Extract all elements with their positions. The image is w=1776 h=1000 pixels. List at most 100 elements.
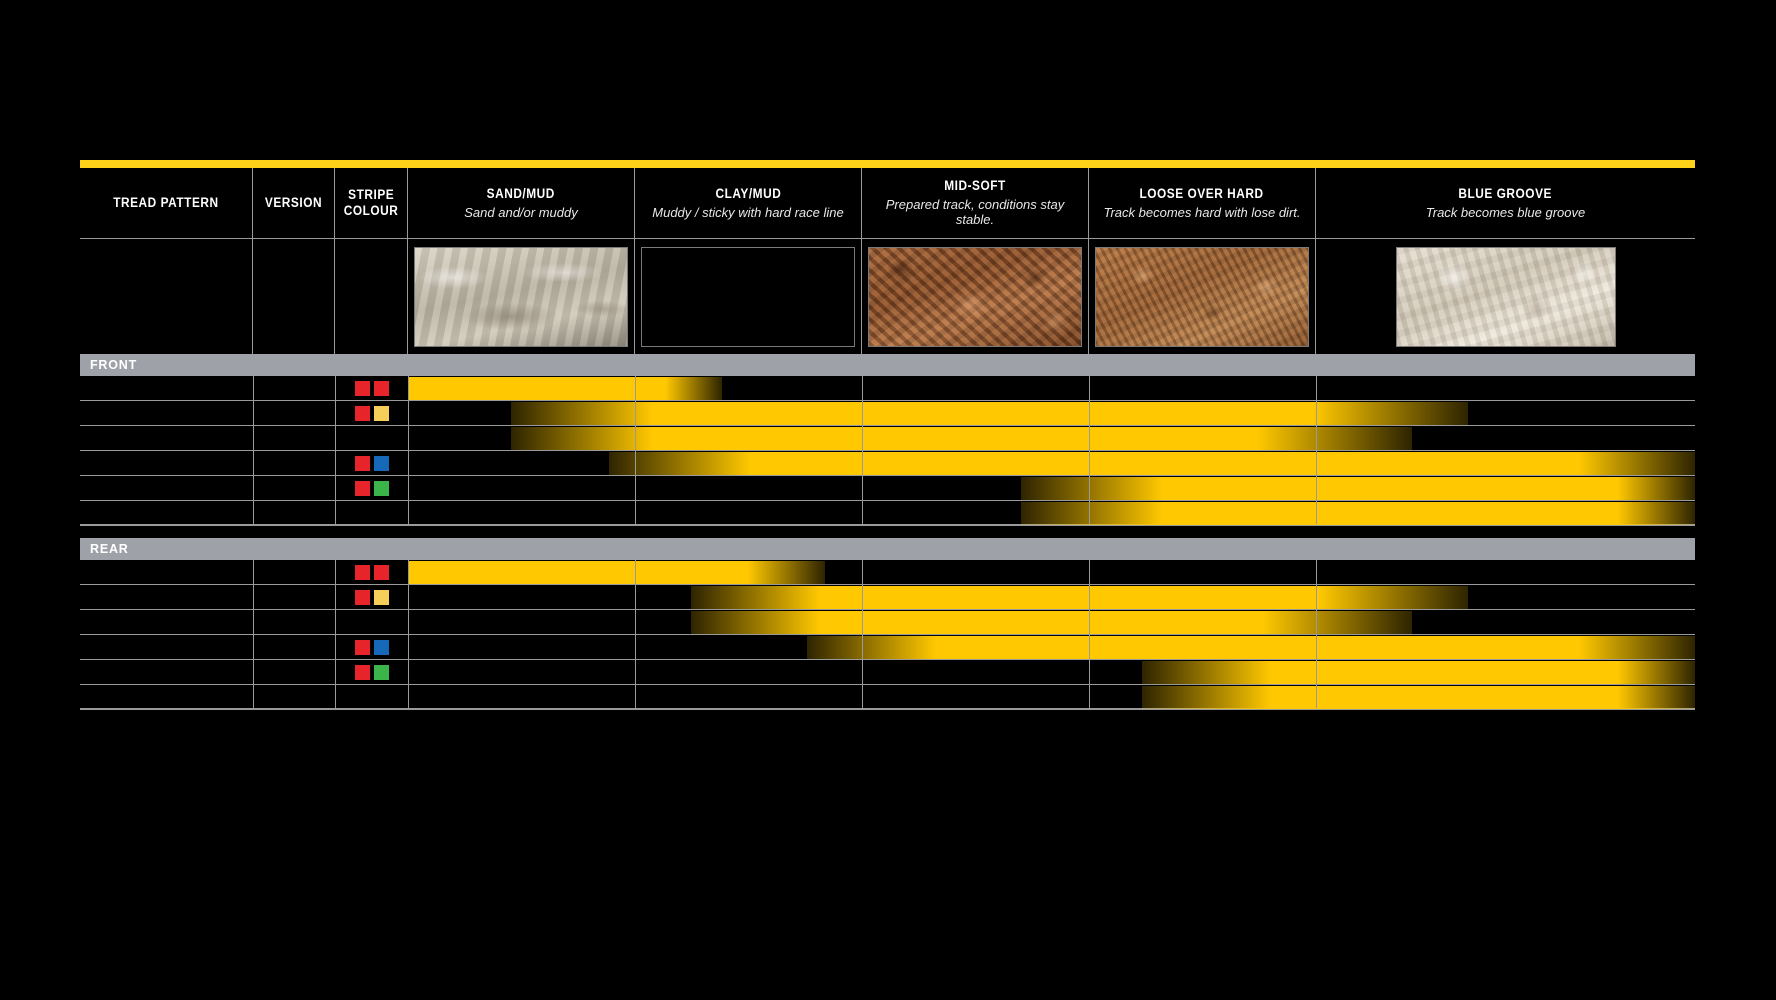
- column-divider: [1316, 560, 1317, 584]
- table-row[interactable]: [80, 401, 1695, 426]
- header-sand-mud-title: SAND/MUD: [486, 186, 556, 202]
- table-row[interactable]: [80, 560, 1695, 585]
- column-divider: [408, 401, 409, 425]
- column-divider: [1089, 685, 1090, 708]
- column-divider: [253, 451, 254, 475]
- column-divider: [862, 401, 863, 425]
- stripe-swatch-red: [373, 565, 389, 580]
- stripe-colour-cell: [335, 376, 408, 401]
- condition-bar: [1141, 686, 1695, 709]
- column-divider: [1089, 560, 1090, 584]
- column-divider: [635, 560, 636, 584]
- column-divider: [1316, 376, 1317, 400]
- column-divider: [408, 451, 409, 475]
- condition-bar: [408, 561, 825, 584]
- terrain-cell-empty-version: [253, 238, 335, 354]
- table-row[interactable]: [80, 451, 1695, 476]
- terrain-cell-empty-stripe: [335, 238, 408, 354]
- header-stripe-colour: STRIPE COLOUR: [335, 168, 408, 238]
- column-divider: [253, 685, 254, 708]
- stripe-swatch-yellow: [373, 590, 389, 605]
- section-band-rear: REAR: [80, 538, 1695, 560]
- table-row[interactable]: [80, 610, 1695, 635]
- stripe-swatch-red: [354, 640, 370, 655]
- table-row[interactable]: [80, 635, 1695, 660]
- stripe-swatch-red: [354, 381, 370, 396]
- header-tread-pattern: TREAD PATTERN: [80, 168, 253, 238]
- column-divider: [335, 610, 336, 634]
- condition-bar: [1020, 477, 1695, 500]
- column-divider: [1089, 635, 1090, 659]
- column-divider: [253, 585, 254, 609]
- column-divider: [335, 401, 336, 425]
- column-divider: [335, 685, 336, 708]
- stripe-swatch-blue: [373, 456, 389, 471]
- column-divider: [253, 610, 254, 634]
- header-version: VERSION: [253, 168, 335, 238]
- header-tread-pattern-title: TREAD PATTERN: [113, 195, 219, 211]
- column-divider: [408, 660, 409, 684]
- column-divider: [862, 660, 863, 684]
- table-row[interactable]: [80, 376, 1695, 401]
- stripe-swatch-yellow: [373, 406, 389, 421]
- header-loose-over-hard: LOOSE OVER HARD Track becomes hard with …: [1089, 168, 1316, 238]
- column-divider: [408, 426, 409, 450]
- section-band-rear-label: REAR: [90, 542, 129, 556]
- column-divider: [335, 585, 336, 609]
- column-divider: [635, 685, 636, 708]
- header-stripe-colour-line2: COLOUR: [343, 203, 399, 218]
- table-row[interactable]: [80, 685, 1695, 710]
- column-divider: [1316, 660, 1317, 684]
- column-divider: [253, 660, 254, 684]
- column-divider: [862, 610, 863, 634]
- column-divider: [1089, 585, 1090, 609]
- condition-bar: [510, 427, 1412, 450]
- column-divider: [635, 426, 636, 450]
- header-mid-soft: MID-SOFT Prepared track, conditions stay…: [862, 168, 1089, 238]
- column-divider: [635, 610, 636, 634]
- column-divider: [1089, 610, 1090, 634]
- front-rows-group: [80, 376, 1695, 526]
- header-loose-over-hard-title: LOOSE OVER HARD: [1139, 186, 1265, 202]
- table-row[interactable]: [80, 660, 1695, 685]
- column-divider: [253, 401, 254, 425]
- column-divider: [635, 401, 636, 425]
- table-row[interactable]: [80, 426, 1695, 451]
- column-divider: [335, 560, 336, 584]
- table-row[interactable]: [80, 476, 1695, 501]
- condition-bar: [1020, 502, 1695, 525]
- column-divider: [335, 426, 336, 450]
- table-row[interactable]: [80, 585, 1695, 610]
- stripe-swatch-red: [354, 565, 370, 580]
- column-divider: [862, 476, 863, 500]
- column-divider: [1089, 660, 1090, 684]
- column-divider: [335, 476, 336, 500]
- column-divider: [1316, 451, 1317, 475]
- header-blue-groove: BLUE GROOVE Track becomes blue groove: [1316, 168, 1695, 238]
- column-divider: [862, 426, 863, 450]
- header-version-title: VERSION: [264, 195, 323, 211]
- terrain-cell-sand-mud: [408, 238, 635, 354]
- header-blue-groove-sub: Track becomes blue groove: [1425, 204, 1586, 220]
- column-divider: [862, 635, 863, 659]
- column-divider: [635, 451, 636, 475]
- stripe-swatch-blue: [373, 640, 389, 655]
- column-divider: [408, 635, 409, 659]
- column-divider: [862, 451, 863, 475]
- column-divider: [408, 501, 409, 524]
- column-divider: [335, 660, 336, 684]
- terrain-midsoft-photo: [868, 246, 1082, 347]
- column-divider: [253, 501, 254, 524]
- column-divider: [862, 560, 863, 584]
- stripe-colour-cell: [335, 660, 408, 685]
- table-row[interactable]: [80, 501, 1695, 526]
- terrain-photo-row: [80, 238, 1695, 354]
- stripe-colour-cell: [335, 610, 408, 635]
- stripe-swatch-red: [354, 456, 370, 471]
- stripe-swatch-red: [354, 406, 370, 421]
- column-divider: [335, 451, 336, 475]
- terrain-cell-clay-mud: [635, 238, 862, 354]
- section-band-front-label: FRONT: [90, 358, 138, 372]
- condition-bar: [408, 377, 723, 400]
